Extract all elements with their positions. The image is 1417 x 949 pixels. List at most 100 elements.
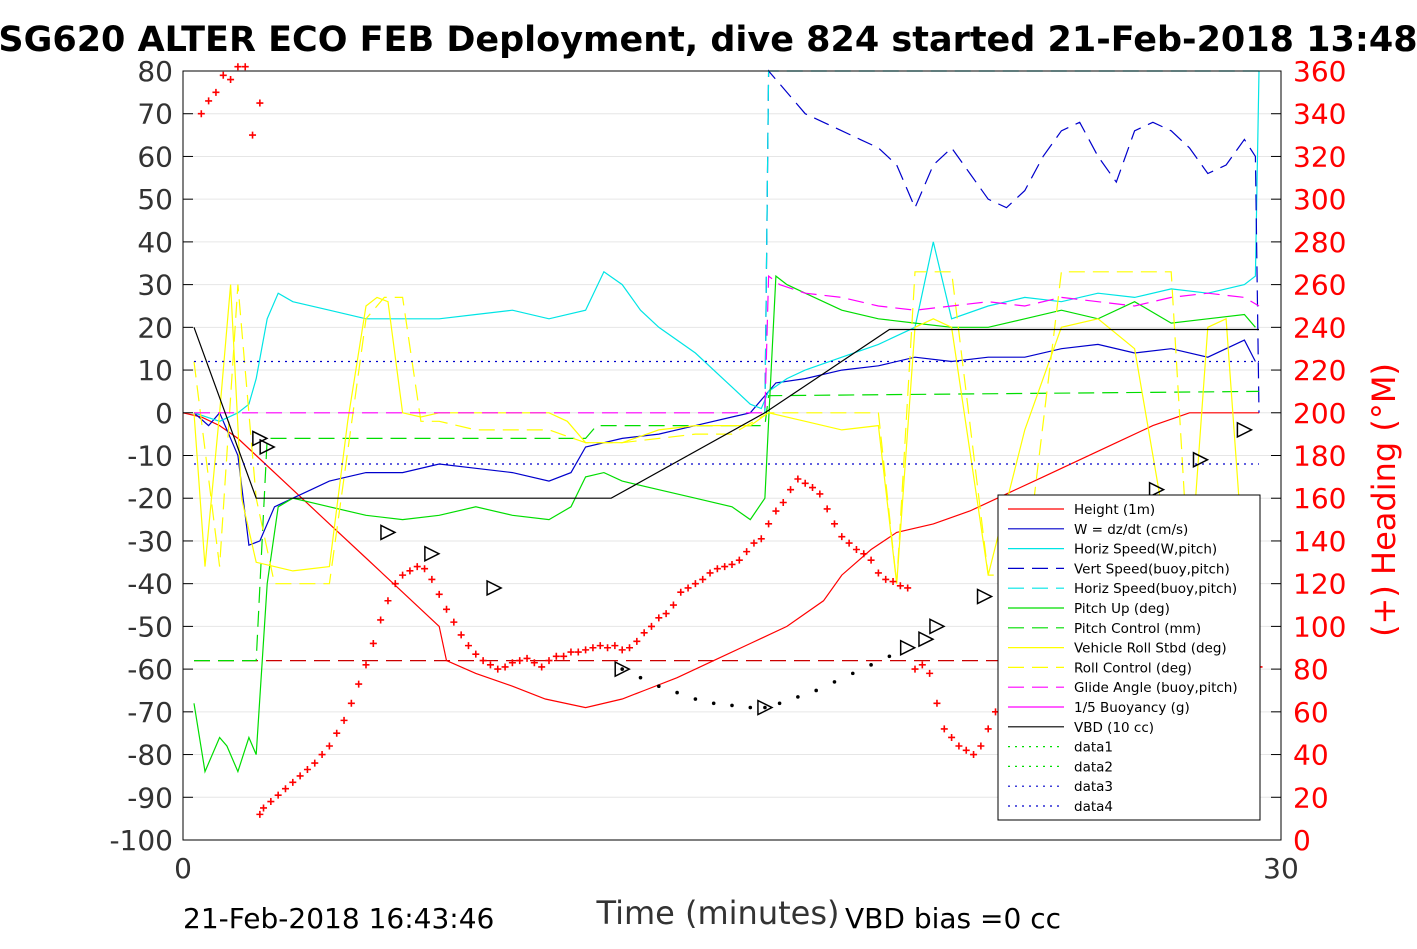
heading-point — [713, 565, 721, 573]
heading-point — [545, 657, 553, 665]
y-tick-label: -80 — [127, 739, 173, 772]
heading-point — [428, 575, 436, 583]
heading-point — [596, 642, 604, 650]
y-tick-label: 30 — [137, 269, 173, 302]
heading-point — [735, 556, 743, 564]
y-tick-label: -20 — [127, 482, 173, 515]
heading-point — [772, 507, 780, 515]
heading-point — [227, 76, 235, 84]
legend-entry-6: Pitch Control (mm) — [1074, 621, 1201, 637]
heading-point — [874, 569, 882, 577]
depth-marker — [757, 699, 774, 716]
heading-point — [443, 605, 451, 613]
heading-point — [838, 533, 846, 541]
y-tick-label: 50 — [137, 183, 173, 216]
heading-point — [516, 657, 524, 665]
y-tick-label: 20 — [137, 311, 173, 344]
heading-point — [472, 650, 480, 658]
y2-tick-label: 140 — [1293, 525, 1346, 558]
y2-tick-label: 240 — [1293, 311, 1346, 344]
depth-point — [620, 667, 624, 671]
series-line-0 — [182, 412, 1259, 709]
footer-timestamp: 21-Feb-2018 16:43:46 — [183, 902, 494, 935]
heading-point — [926, 669, 934, 677]
heading-point — [281, 785, 289, 793]
y-tick-label: -40 — [127, 568, 173, 601]
depth-marker — [380, 524, 397, 541]
y-tick-label: 10 — [137, 354, 173, 387]
heading-point — [311, 759, 319, 767]
heading-point — [574, 648, 582, 656]
y-tick-label: 40 — [137, 226, 173, 259]
heading-point — [940, 725, 948, 733]
y2-tick-label: 340 — [1293, 98, 1346, 131]
depth-marker — [899, 639, 917, 656]
legend-entry-2: Horiz Speed(W,pitch) — [1074, 542, 1217, 558]
heading-point — [406, 567, 414, 575]
legend-entry-0: Height (1m) — [1074, 502, 1155, 518]
heading-point — [523, 654, 531, 662]
legend-entry-9: Glide Angle (buoy,pitch) — [1074, 680, 1238, 696]
heading-point — [984, 725, 992, 733]
heading-point — [647, 622, 655, 630]
heading-point — [538, 663, 546, 671]
legend-entry-12: data1 — [1074, 740, 1113, 756]
legend-entry-11: VBD (10 cc) — [1074, 720, 1154, 736]
y-tick-label: -90 — [127, 781, 173, 814]
series-line-2 — [193, 70, 1260, 422]
depth-marker — [929, 618, 946, 635]
y2-tick-label: 260 — [1293, 269, 1346, 302]
legend-entry-5: Pitch Up (deg) — [1074, 601, 1170, 617]
heading-point — [413, 563, 421, 571]
heading-point — [896, 582, 904, 590]
heading-point — [377, 616, 385, 624]
heading-point — [582, 646, 590, 654]
depth-marker — [1192, 451, 1210, 468]
heading-point — [918, 661, 926, 669]
heading-point — [779, 498, 787, 506]
series-line-11 — [193, 327, 1259, 499]
y2-tick-label: 160 — [1293, 482, 1346, 515]
heading-point — [765, 520, 773, 528]
y2-tick-label: 100 — [1293, 610, 1346, 643]
heading-point — [618, 646, 626, 654]
heading-point — [289, 778, 297, 786]
depth-point — [814, 688, 818, 693]
heading-point — [560, 652, 568, 660]
heading-point — [962, 746, 970, 754]
heading-point — [787, 486, 795, 494]
heading-point — [391, 580, 399, 588]
depth-marker — [976, 588, 994, 605]
legend-entry-7: Vehicle Roll Stbd (deg) — [1074, 641, 1227, 657]
heading-point — [479, 657, 487, 665]
x-axis: 0 30 — [174, 830, 1299, 885]
y2-tick-label: 360 — [1293, 55, 1346, 88]
depth-point — [657, 684, 661, 688]
heading-point — [219, 71, 227, 79]
heading-point — [399, 571, 407, 579]
heading-point — [347, 699, 355, 707]
heading-point — [567, 648, 575, 656]
depth-point — [887, 654, 892, 659]
depth-marker — [486, 579, 503, 597]
heading-point — [530, 659, 538, 667]
depth-point — [777, 701, 782, 706]
depth-point — [693, 697, 698, 701]
y2-tick-label: 20 — [1293, 781, 1329, 814]
heading-point — [212, 88, 220, 96]
heading-point — [691, 580, 699, 588]
series-line-6 — [194, 390, 1260, 662]
heading-point — [604, 644, 612, 652]
heading-point — [889, 578, 897, 586]
heading-point — [234, 63, 242, 71]
depth-marker — [1148, 481, 1166, 498]
y-tick-label: -10 — [127, 440, 173, 473]
depth-marker — [259, 438, 276, 456]
depth-point — [850, 671, 855, 676]
heading-point — [706, 569, 714, 577]
heading-point — [450, 618, 458, 626]
heading-point — [267, 798, 275, 806]
y-axis-right: 3603403203002802602402202001801601401201… — [1271, 55, 1346, 857]
heading-point — [197, 110, 205, 118]
heading-point — [421, 565, 429, 573]
